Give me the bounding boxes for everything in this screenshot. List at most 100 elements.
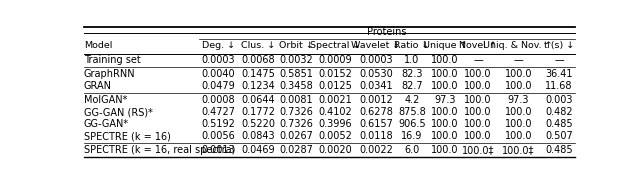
Text: Wavelet ↓: Wavelet ↓ [351,41,401,50]
Text: 0.0479: 0.0479 [202,81,236,91]
Text: 100.0: 100.0 [431,55,459,65]
Text: 0.1475: 0.1475 [241,69,275,79]
Text: 0.0003: 0.0003 [359,55,393,65]
Text: 0.3996: 0.3996 [318,119,352,129]
Text: 6.0: 6.0 [404,145,419,155]
Text: 0.1234: 0.1234 [241,81,275,91]
Text: 0.003: 0.003 [545,95,573,105]
Text: 0.0152: 0.0152 [318,69,352,79]
Text: —: — [554,55,564,65]
Text: 0.485: 0.485 [545,119,573,129]
Text: —: — [513,55,523,65]
Text: 0.0469: 0.0469 [241,145,275,155]
Text: Uniq. & Nov. ↑: Uniq. & Nov. ↑ [483,41,553,50]
Text: Clus. ↓: Clus. ↓ [241,41,275,50]
Text: 100.0: 100.0 [504,131,532,141]
Text: 0.6278: 0.6278 [359,107,393,117]
Text: 16.9: 16.9 [401,131,422,141]
Text: GG-GAN (RS)*: GG-GAN (RS)* [84,107,153,117]
Text: 100.0: 100.0 [464,95,492,105]
Text: 0.0012: 0.0012 [359,95,393,105]
Text: 1.0: 1.0 [404,55,419,65]
Text: Model: Model [84,41,113,50]
Text: 875.8: 875.8 [398,107,426,117]
Text: 100.0: 100.0 [504,107,532,117]
Text: 11.68: 11.68 [545,81,573,91]
Text: 100.0‡: 100.0‡ [461,145,494,155]
Text: GG-GAN*: GG-GAN* [84,119,129,129]
Text: 0.0008: 0.0008 [202,95,236,105]
Text: 0.0032: 0.0032 [279,55,313,65]
Text: 0.7326: 0.7326 [279,107,313,117]
Text: 0.0013: 0.0013 [202,145,236,155]
Text: 4.2: 4.2 [404,95,420,105]
Text: 0.5220: 0.5220 [241,119,275,129]
Text: 100.0‡: 100.0‡ [502,145,534,155]
Text: 100.0: 100.0 [431,119,459,129]
Text: 0.0052: 0.0052 [318,131,352,141]
Text: SPECTRE (k = 16, real spectra): SPECTRE (k = 16, real spectra) [84,145,236,155]
Text: Ratio ↓: Ratio ↓ [394,41,429,50]
Text: 0.0020: 0.0020 [318,145,352,155]
Text: Training set: Training set [84,55,141,65]
Text: 0.0530: 0.0530 [359,69,393,79]
Text: 0.0003: 0.0003 [202,55,236,65]
Text: 100.0: 100.0 [464,119,492,129]
Text: 0.0056: 0.0056 [202,131,236,141]
Text: 100.0: 100.0 [464,107,492,117]
Text: 0.0068: 0.0068 [241,55,275,65]
Text: 0.0021: 0.0021 [318,95,352,105]
Text: 0.5192: 0.5192 [202,119,236,129]
Text: 0.0644: 0.0644 [241,95,275,105]
Text: 0.4102: 0.4102 [318,107,352,117]
Text: 100.0: 100.0 [464,69,492,79]
Text: t (s) ↓: t (s) ↓ [544,41,574,50]
Text: 97.3: 97.3 [508,95,529,105]
Text: 100.0: 100.0 [431,131,459,141]
Text: 100.0: 100.0 [431,145,459,155]
Text: 0.0341: 0.0341 [359,81,393,91]
Text: GRAN: GRAN [84,81,112,91]
Text: 97.3: 97.3 [434,95,456,105]
Text: 82.3: 82.3 [401,69,422,79]
Text: 0.5851: 0.5851 [279,69,313,79]
Text: Novel ↑: Novel ↑ [459,41,497,50]
Text: 0.0287: 0.0287 [279,145,313,155]
Text: 0.4727: 0.4727 [202,107,236,117]
Text: Spectral ↓: Spectral ↓ [310,41,360,50]
Text: 0.482: 0.482 [545,107,573,117]
Text: 100.0: 100.0 [431,69,459,79]
Text: 0.7326: 0.7326 [279,119,313,129]
Text: Proteins: Proteins [367,27,406,37]
Text: 0.0125: 0.0125 [318,81,352,91]
Text: 0.507: 0.507 [545,131,573,141]
Text: 0.0022: 0.0022 [359,145,393,155]
Text: Orbit ↓: Orbit ↓ [278,41,314,50]
Text: 0.0843: 0.0843 [241,131,275,141]
Text: 0.0009: 0.0009 [318,55,352,65]
Text: Unique ↑: Unique ↑ [422,41,467,50]
Text: 82.7: 82.7 [401,81,422,91]
Text: 100.0: 100.0 [431,81,459,91]
Text: Deg. ↓: Deg. ↓ [202,41,235,50]
Text: 0.0118: 0.0118 [359,131,393,141]
Text: 36.41: 36.41 [545,69,573,79]
Text: 100.0: 100.0 [431,107,459,117]
Text: 0.6157: 0.6157 [359,119,393,129]
Text: 100.0: 100.0 [504,119,532,129]
Text: 100.0: 100.0 [464,81,492,91]
Text: GraphRNN: GraphRNN [84,69,136,79]
Text: 906.5: 906.5 [398,119,426,129]
Text: 0.3458: 0.3458 [279,81,313,91]
Text: 0.1772: 0.1772 [241,107,275,117]
Text: 0.485: 0.485 [545,145,573,155]
Text: SPECTRE (k = 16): SPECTRE (k = 16) [84,131,171,141]
Text: 0.0267: 0.0267 [279,131,313,141]
Text: 100.0: 100.0 [504,69,532,79]
Text: 0.0040: 0.0040 [202,69,236,79]
Text: MolGAN*: MolGAN* [84,95,127,105]
Text: —: — [473,55,483,65]
Text: 0.0081: 0.0081 [279,95,313,105]
Text: 100.0: 100.0 [464,131,492,141]
Text: 100.0: 100.0 [504,81,532,91]
